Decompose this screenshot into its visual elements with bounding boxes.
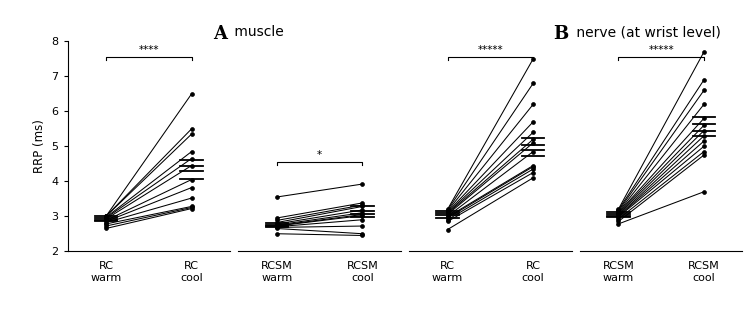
Text: muscle: muscle [230,25,284,39]
Text: B: B [553,25,568,44]
Text: A: A [213,25,226,44]
Text: nerve (at wrist level): nerve (at wrist level) [572,25,721,39]
Text: *****: ***** [648,45,674,55]
Y-axis label: RRP (ms): RRP (ms) [33,119,46,173]
Text: *****: ***** [478,45,503,55]
Text: ****: **** [139,45,159,55]
Text: *: * [317,150,322,160]
